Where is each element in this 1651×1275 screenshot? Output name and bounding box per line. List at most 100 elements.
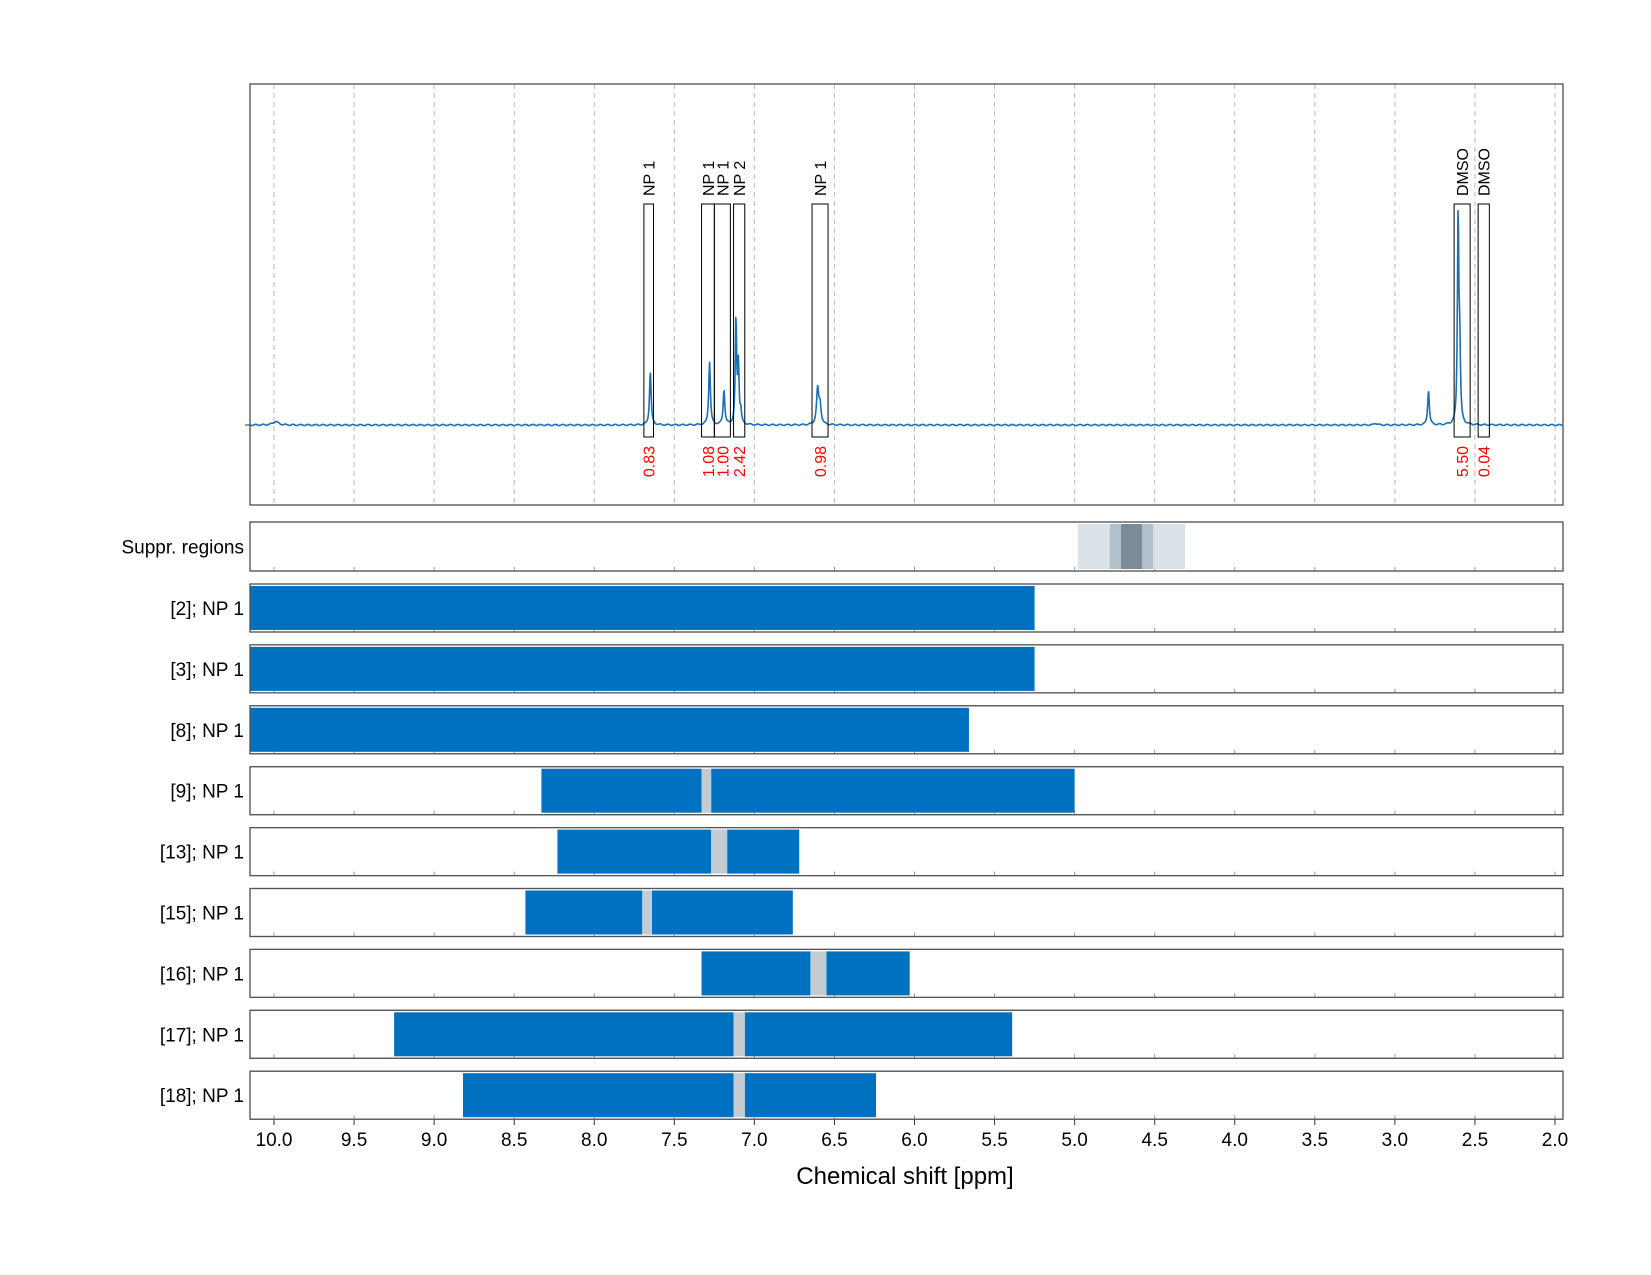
panel-frame	[249, 826, 1564, 877]
range-rows: [2]; NP 1 [3]; NP 1 [8]; NP 1 [9]; NP 1 [13]…	[160, 586, 1075, 1118]
integral-value: 1.08	[701, 446, 718, 477]
range-row: [17]; NP 1	[160, 1012, 1013, 1057]
range-gap	[810, 951, 827, 996]
integral-label: NP 1	[715, 161, 732, 196]
x-tick-label: 9.5	[341, 1130, 367, 1151]
x-tick-label: 5.0	[1061, 1130, 1087, 1151]
range-bar	[701, 951, 811, 996]
panel-frames-top	[245, 83, 1564, 1120]
row-label: [15]; NP 1	[160, 904, 244, 925]
integral-label: NP 1	[701, 161, 718, 196]
x-tick-label: 8.0	[581, 1130, 607, 1151]
integral-box	[1477, 203, 1490, 438]
x-tick-label: 6.5	[821, 1130, 847, 1151]
range-bar	[462, 1073, 734, 1118]
range-row: [9]; NP 1	[170, 768, 1075, 813]
range-bar	[250, 646, 1035, 691]
integral-label: NP 1	[642, 161, 659, 196]
x-tick-label: 4.5	[1141, 1130, 1167, 1151]
range-bar	[541, 768, 702, 813]
integral-box	[713, 203, 731, 438]
panel-border	[249, 826, 1564, 877]
integral-label: NP 2	[732, 161, 749, 196]
integral-value: 2.42	[732, 446, 749, 477]
row-label: [9]; NP 1	[170, 782, 244, 803]
panel-border	[249, 1070, 1564, 1120]
panel-frame	[249, 1070, 1564, 1120]
x-tick-label: 4.0	[1222, 1130, 1248, 1151]
x-tick-label: 5.5	[981, 1130, 1007, 1151]
suppression-panel: Suppr. regions	[121, 524, 1186, 569]
range-row: [18]; NP 1	[160, 1073, 877, 1118]
integral-box	[811, 203, 829, 438]
x-tick-label: 2.5	[1462, 1130, 1488, 1151]
spectrum-panel: NP 1 0.83 NP 1 1.08 NP 1 1.00 NP 2 2.42 NP 1 0.98…	[249, 148, 1564, 478]
panel-border	[249, 705, 1564, 755]
range-bar	[744, 1012, 1013, 1057]
panel-frame	[249, 83, 1564, 506]
row-label: [16]; NP 1	[160, 964, 244, 985]
range-row: [2]; NP 1	[170, 586, 1035, 630]
panel-border	[249, 644, 1564, 694]
range-bar	[727, 829, 800, 874]
x-tick-label: 9.0	[421, 1130, 447, 1151]
integral-region: NP 1 0.98	[811, 161, 830, 477]
panel-border	[249, 766, 1564, 816]
integral-value: 0.83	[642, 446, 659, 477]
x-tick-label: 8.5	[501, 1130, 527, 1151]
range-bar	[250, 586, 1035, 630]
x-axis-label: Chemical shift [ppm]	[796, 1163, 1013, 1190]
range-bar	[744, 1073, 877, 1118]
panel-border	[249, 83, 1564, 506]
integral-value: 5.50	[1455, 446, 1472, 477]
x-tick-label: 7.5	[661, 1130, 687, 1151]
panel-frame	[249, 887, 1564, 938]
integral-value: 0.04	[1477, 446, 1494, 477]
integral-box	[1453, 203, 1471, 438]
x-tick-label: 10.0	[256, 1130, 293, 1151]
row-label: [2]; NP 1	[170, 599, 244, 620]
x-tick-label: 2.0	[1542, 1130, 1568, 1151]
x-axis: 10.0 9.5 9.0 8.5 8.0 7.5 7.0 6.5 6.0 5.5 5.0 4.5 4.0…	[256, 1119, 1568, 1151]
integral-region: DMSO 5.50	[1453, 148, 1472, 477]
suppression-label: Suppr. regions	[121, 538, 244, 559]
range-gap	[733, 1073, 745, 1118]
row-label: [8]; NP 1	[170, 721, 244, 742]
range-bar	[525, 890, 643, 935]
spectrum-line	[249, 210, 1564, 427]
range-row: [16]; NP 1	[160, 951, 910, 996]
integral-region: DMSO 0.04	[1477, 148, 1494, 477]
row-label: [18]; NP 1	[160, 1086, 244, 1107]
range-row: [13]; NP 1	[160, 829, 800, 874]
integral-value: 1.00	[715, 446, 732, 477]
row-label: [17]; NP 1	[160, 1025, 244, 1046]
range-bar	[557, 829, 712, 874]
row-label: [3]; NP 1	[170, 660, 244, 681]
grid-lines	[273, 84, 1556, 1120]
range-gap	[701, 768, 712, 813]
range-row: [8]; NP 1	[170, 707, 969, 752]
range-row: [15]; NP 1	[160, 890, 793, 935]
range-gap	[711, 829, 728, 874]
integral-label: DMSO	[1455, 148, 1472, 196]
integral-label: NP 1	[813, 161, 830, 196]
range-gap	[642, 890, 652, 935]
x-tick-label: 7.0	[741, 1130, 767, 1151]
panel-border	[249, 1009, 1564, 1059]
integral-region: NP 1 0.83	[642, 161, 659, 478]
panel-frame	[249, 521, 1564, 572]
range-bar	[711, 768, 1075, 813]
panel-border	[249, 948, 1564, 999]
range-gap	[733, 1012, 745, 1057]
range-bar	[826, 951, 910, 996]
x-tick-label: 3.5	[1302, 1130, 1328, 1151]
panel-border	[249, 887, 1564, 938]
integral-box	[643, 203, 655, 438]
integral-value: 0.98	[813, 446, 830, 477]
suppression-band	[1121, 524, 1142, 569]
panel-border	[249, 521, 1564, 572]
integral-label: DMSO	[1477, 148, 1494, 196]
x-tick-label: 6.0	[901, 1130, 927, 1151]
panel-border	[249, 583, 1564, 633]
